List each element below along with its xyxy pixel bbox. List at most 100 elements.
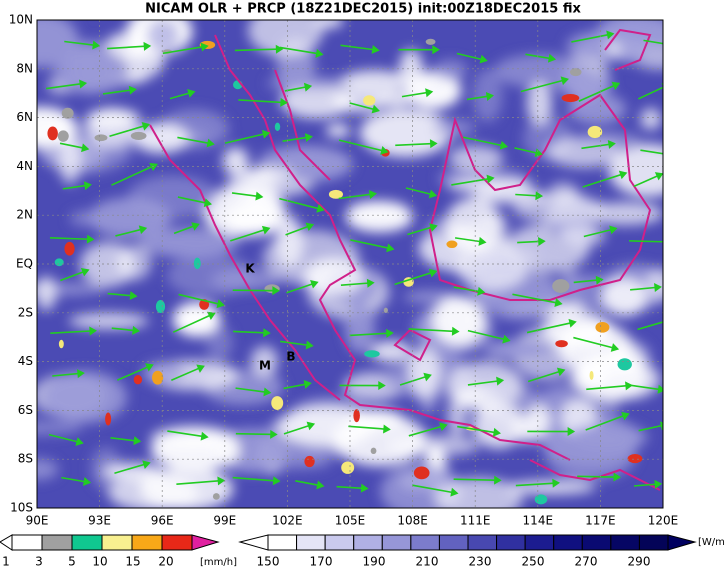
cloud — [549, 183, 578, 203]
cloud — [558, 225, 605, 246]
rain-cell — [304, 456, 314, 467]
colorbar-box — [297, 535, 326, 550]
cloud — [506, 480, 596, 494]
rain-cell — [562, 94, 580, 102]
rain-cell — [275, 123, 280, 131]
rain-cell — [131, 132, 147, 140]
cloud — [247, 457, 331, 470]
rain-cell — [590, 371, 594, 380]
wind-head — [663, 84, 669, 90]
colorbar-box — [439, 535, 468, 550]
colorbar-box — [554, 535, 583, 550]
colorbar-end — [0, 535, 12, 550]
rain-cell — [555, 340, 568, 347]
lat-label: 8N — [16, 61, 33, 75]
rain-cell — [64, 242, 74, 256]
wind-head — [669, 239, 674, 245]
rain-cell — [156, 300, 165, 313]
wind-shaft — [233, 290, 279, 291]
rain-cell — [62, 108, 74, 119]
legend-label: 5 — [68, 555, 76, 569]
rain-cell — [194, 258, 201, 269]
colorbar-box — [354, 535, 383, 550]
rain-cell — [446, 241, 457, 248]
colorbar-box — [42, 535, 72, 550]
rain-cell — [134, 375, 142, 384]
legend-label: 190 — [363, 555, 386, 569]
lon-label: 108E — [397, 514, 428, 528]
colorbar-box — [411, 535, 440, 550]
rain-cell — [618, 358, 632, 370]
rain-cell — [105, 412, 111, 425]
rain-cell — [628, 454, 643, 463]
rain-cell — [353, 409, 360, 422]
lat-label: 6S — [18, 403, 33, 417]
wind-shaft — [454, 479, 500, 480]
place-label: B — [286, 350, 295, 364]
cloud — [341, 70, 408, 93]
legend-label: 210 — [416, 555, 439, 569]
lat-label: 8S — [18, 452, 33, 466]
rain-cell — [414, 466, 430, 479]
cloud — [36, 276, 56, 311]
lon-label: 105E — [335, 514, 366, 528]
colorbar-end — [192, 535, 218, 550]
colorbar-box — [132, 535, 162, 550]
lat-label: 4N — [16, 159, 33, 173]
rain-cell — [341, 461, 354, 473]
place-label: M — [259, 359, 271, 373]
lat-label: 6N — [16, 110, 33, 124]
colorbar-box — [468, 535, 497, 550]
rain-cell — [595, 322, 609, 333]
cloud — [571, 361, 608, 389]
lon-label: 93E — [88, 514, 111, 528]
lon-label: 90E — [26, 514, 49, 528]
colorbar-end — [668, 535, 695, 550]
legend-label: 1 — [2, 555, 10, 569]
lon-label: 114E — [523, 514, 554, 528]
cloud — [645, 268, 675, 301]
lon-label: 102E — [272, 514, 303, 528]
cloud — [41, 371, 127, 423]
cloud — [173, 302, 221, 337]
cloud — [276, 219, 304, 268]
rain-cell — [364, 350, 380, 357]
cloud — [11, 283, 105, 295]
wind-shaft — [236, 434, 276, 435]
cloud — [128, 176, 218, 219]
wind-head — [675, 43, 681, 49]
legend-unit: [W/m^2] — [698, 537, 726, 548]
cloud — [345, 301, 375, 353]
rain-cell — [213, 493, 220, 500]
colorbar-box — [162, 535, 192, 550]
lat-label: 4S — [18, 354, 33, 368]
legend-label: 10 — [92, 555, 107, 569]
colorbar-box — [497, 535, 526, 550]
rain-cell — [570, 68, 582, 76]
cloud — [432, 296, 485, 345]
colorbar-box — [325, 535, 354, 550]
place-label: K — [245, 262, 255, 276]
lon-label: 99E — [213, 514, 236, 528]
legend-label: 20 — [158, 555, 173, 569]
cloud — [568, 424, 647, 451]
rain-cell — [59, 340, 64, 349]
rain-cell — [588, 126, 603, 138]
cloud — [447, 393, 467, 437]
rain-cell — [552, 279, 569, 293]
lat-label: 2S — [18, 305, 33, 319]
rain-cell — [426, 39, 436, 45]
lon-label: 96E — [151, 514, 174, 528]
lat-label: 10N — [9, 13, 33, 27]
colorbar-box — [382, 535, 411, 550]
cloud — [80, 242, 136, 287]
rain-cell — [271, 396, 283, 410]
cloud — [303, 257, 364, 295]
rain-cell — [55, 258, 64, 266]
cloud — [617, 14, 648, 64]
cloud — [87, 108, 136, 149]
